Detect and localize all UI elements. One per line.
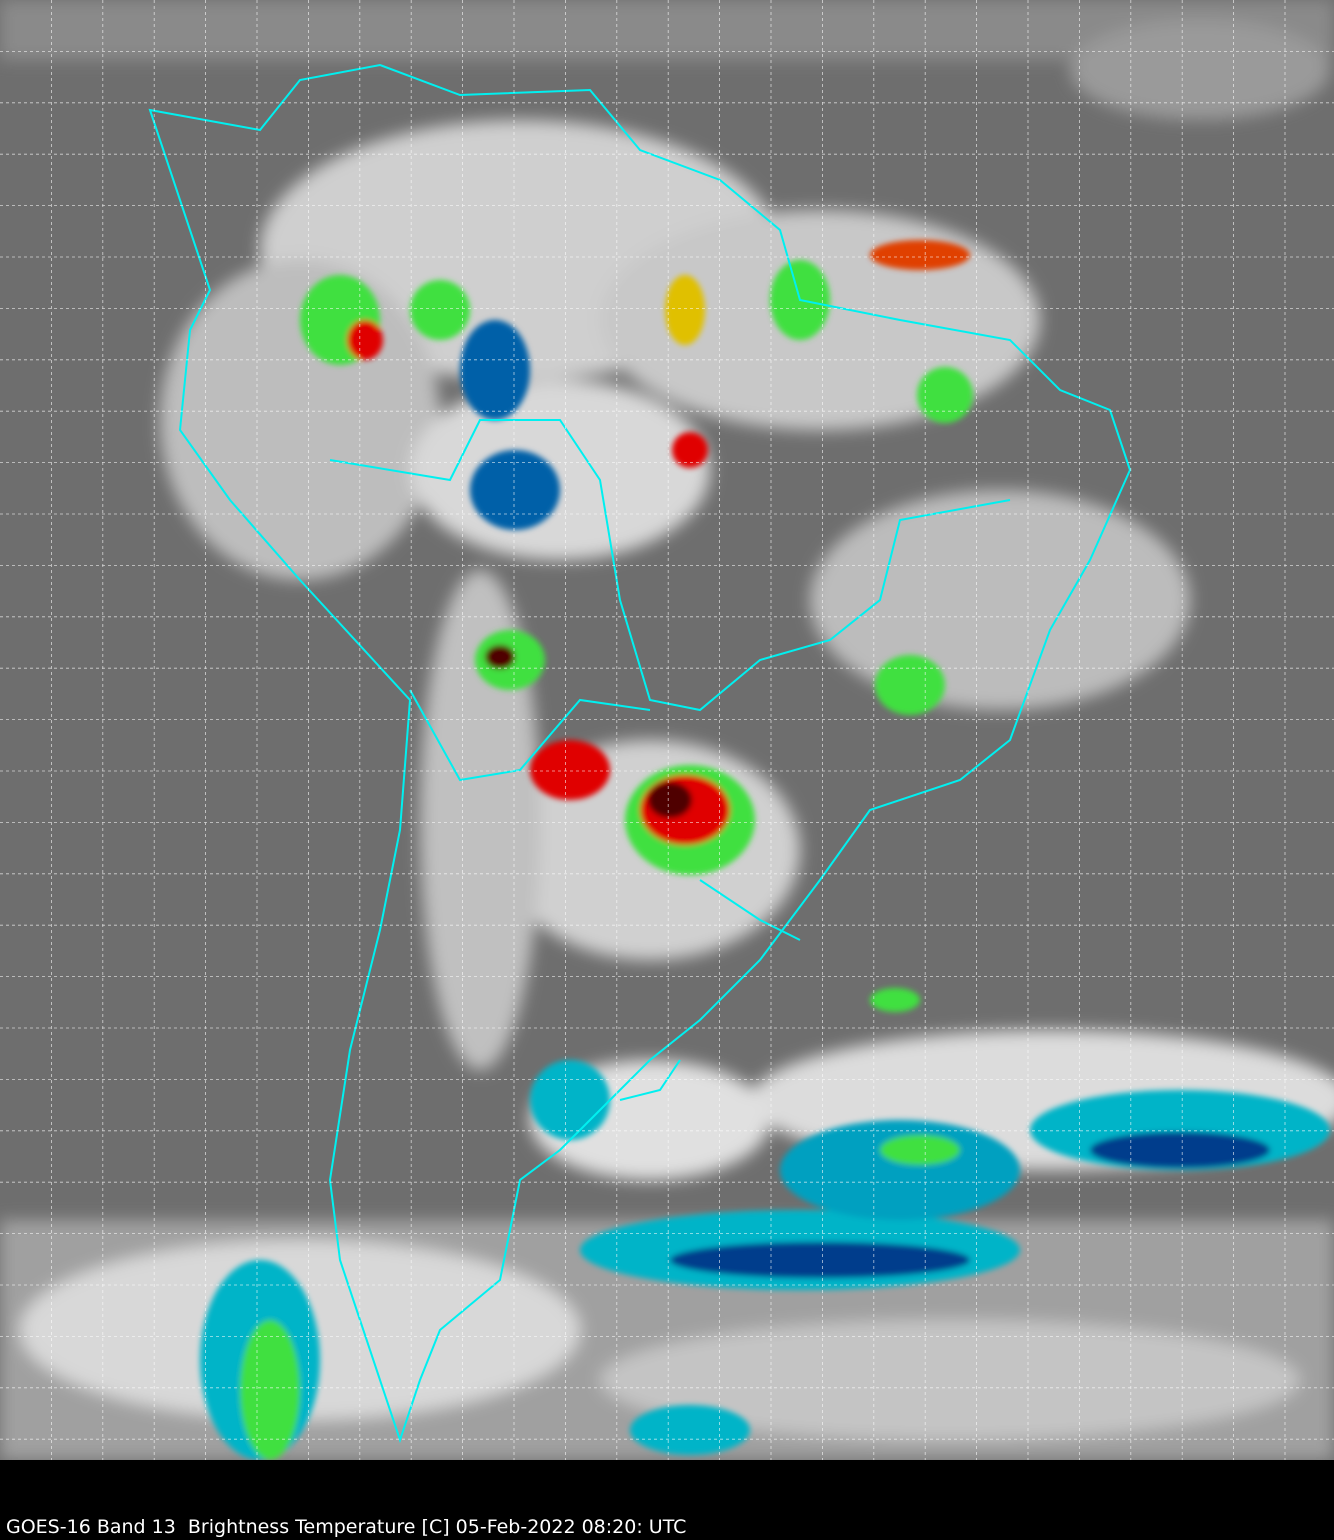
image-caption: GOES-16 Band 13 Brightness Temperature [… — [6, 1516, 687, 1538]
coastlines-and-borders — [148, 63, 1132, 1444]
satellite-map — [0, 0, 1334, 1460]
cold-cloud-tops — [200, 240, 1330, 1460]
lat-lon-grid — [0, 0, 1334, 1460]
